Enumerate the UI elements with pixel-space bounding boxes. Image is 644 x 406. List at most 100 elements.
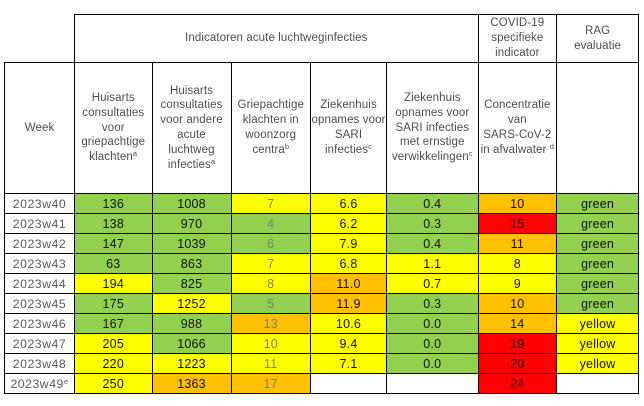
value-cell-nursing-home-ili: 17 xyxy=(230,373,311,394)
column-footnote-sup: c xyxy=(368,141,372,151)
week-cell: 2023w43 xyxy=(4,253,75,274)
value-cell-nursing-home-ili: 8 xyxy=(230,273,311,294)
rag-evaluation-cell: green xyxy=(556,293,640,314)
rag-evaluation-cell: yellow xyxy=(556,353,640,374)
value-cell-gp-other-ari: 970 xyxy=(151,213,232,234)
week-cell: 2023w48 xyxy=(4,353,75,374)
value-cell-sars-cov-2-wastewater: 11 xyxy=(477,233,558,254)
table-row: 2023w41 138 970 4 6.2 0.3 15 green xyxy=(4,213,640,234)
value-cell-nursing-home-ili: 7 xyxy=(230,193,311,214)
value-cell-gp-other-ari: 1039 xyxy=(151,233,232,254)
column-header-text: Ziekenhuis opnames voor SARI infecties m… xyxy=(391,92,470,164)
value-cell-sari-admissions: 6.2 xyxy=(310,213,387,234)
rag-evaluation-cell: green xyxy=(556,213,640,234)
column-footnote-sup: a xyxy=(132,149,138,159)
value-cell-gp-flu: 250 xyxy=(74,373,153,394)
column-header-sari-severe: Ziekenhuis opnames voor SARI infecties m… xyxy=(386,62,479,194)
table-row: 2023w46 167 988 13 10.6 0.0 14 yellow xyxy=(4,313,640,334)
group-header-covid-specific: COVID-19 specifieke indicator xyxy=(477,14,558,63)
week-cell: 2023w40 xyxy=(4,193,75,214)
group-header-indicators: Indicatoren acute luchtweginfecties xyxy=(74,14,479,63)
value-cell-gp-flu: 175 xyxy=(74,293,153,314)
value-cell-sari-severe: 0.3 xyxy=(386,213,479,234)
rag-evaluation-cell: green xyxy=(556,253,640,274)
value-cell-gp-flu: 138 xyxy=(74,213,153,234)
value-cell-sari-severe: 0.0 xyxy=(386,353,479,374)
value-cell-gp-flu: 167 xyxy=(74,313,153,334)
value-cell-sars-cov-2-wastewater: 10 xyxy=(477,293,558,314)
column-header-sars-cov-2-wastewater: Concentratie van SARS-CoV-2 in afvalwate… xyxy=(477,62,558,194)
value-cell-sari-admissions: 7.9 xyxy=(310,233,387,254)
column-header-rag-empty xyxy=(556,62,640,194)
value-cell-sari-admissions: 6.8 xyxy=(310,253,387,274)
value-cell-gp-flu: 63 xyxy=(74,253,153,274)
table-row: 2023w47 205 1066 10 9.4 0.0 19 yellow xyxy=(4,333,640,354)
week-label: 2023w45 xyxy=(12,296,67,311)
column-header-nursing-home-ili: Griepachtige klachten in woonzorg centra… xyxy=(230,62,311,194)
column-header-text: Ziekenhuis opnames voor SARI infecties xyxy=(311,99,386,156)
table-row: 2023w49e 250 1363 17 24 xyxy=(4,373,640,394)
value-cell-sari-severe: 0.4 xyxy=(386,193,479,214)
column-footnote-sup: d xyxy=(549,141,555,151)
subheader-row: Week Huisarts consultaties voor griepach… xyxy=(4,62,640,194)
column-header-text: Griepachtige klachten in woonzorg centra xyxy=(237,99,304,156)
column-footnote-sup: c xyxy=(468,149,473,159)
week-cell: 2023w41 xyxy=(4,213,75,234)
value-cell-nursing-home-ili: 6 xyxy=(230,233,311,254)
value-cell-sari-severe: 0.7 xyxy=(386,273,479,294)
value-cell-sars-cov-2-wastewater: 24 xyxy=(477,373,558,394)
table-row: 2023w40 136 1008 7 6.6 0.4 10 green xyxy=(4,193,640,214)
respiratory-indicators-table: Indicatoren acute luchtweginfecties COVI… xyxy=(4,14,640,394)
value-cell-gp-other-ari: 1363 xyxy=(151,373,232,394)
week-cell: 2023w49e xyxy=(4,373,75,394)
value-cell-nursing-home-ili: 4 xyxy=(230,213,311,234)
rag-evaluation-cell: green xyxy=(556,233,640,254)
value-cell-gp-flu: 220 xyxy=(74,353,153,374)
value-cell-sari-admissions xyxy=(310,373,387,394)
column-header-text: Huisarts consultaties voor griepachtige … xyxy=(81,92,146,164)
week-label: 2023w42 xyxy=(12,236,67,251)
rag-evaluation-cell: yellow xyxy=(556,333,640,354)
group-header-row: Indicatoren acute luchtweginfecties COVI… xyxy=(4,14,640,63)
table-row: 2023w44 194 825 8 11.0 0.7 9 green xyxy=(4,273,640,294)
empty-corner-cell xyxy=(4,14,75,63)
value-cell-sari-admissions: 11.9 xyxy=(310,293,387,314)
rag-evaluation-cell: green xyxy=(556,273,640,294)
value-cell-gp-other-ari: 825 xyxy=(151,273,232,294)
column-header-gp-other-ari: Huisarts consultaties voor andere acute … xyxy=(151,62,232,194)
column-header-gp-flu: Huisarts consultaties voor griepachtige … xyxy=(74,62,153,194)
week-label: 2023w47 xyxy=(12,336,67,351)
value-cell-sari-admissions: 9.4 xyxy=(310,333,387,354)
week-cell: 2023w44 xyxy=(4,273,75,294)
week-label: 2023w46 xyxy=(12,316,67,331)
value-cell-gp-other-ari: 1066 xyxy=(151,333,232,354)
rag-evaluation-cell: yellow xyxy=(556,313,640,334)
column-header-text: Huisarts consultaties voor andere acute … xyxy=(160,84,223,171)
value-cell-sari-severe: 0.4 xyxy=(386,233,479,254)
value-cell-sars-cov-2-wastewater: 8 xyxy=(477,253,558,274)
value-cell-gp-flu: 147 xyxy=(74,233,153,254)
value-cell-sari-admissions: 10.6 xyxy=(310,313,387,334)
table-row: 2023w43 63 863 7 6.8 1.1 8 green xyxy=(4,253,640,274)
value-cell-nursing-home-ili: 13 xyxy=(230,313,311,334)
value-cell-sari-severe xyxy=(386,373,479,394)
column-footnote-sup: a xyxy=(210,156,216,166)
value-cell-gp-other-ari: 1223 xyxy=(151,353,232,374)
rag-evaluation-cell xyxy=(556,373,640,394)
week-cell: 2023w45 xyxy=(4,293,75,314)
value-cell-sari-admissions: 7.1 xyxy=(310,353,387,374)
value-cell-sari-admissions: 11.0 xyxy=(310,273,387,294)
value-cell-sars-cov-2-wastewater: 20 xyxy=(477,353,558,374)
value-cell-sari-severe: 0.3 xyxy=(386,293,479,314)
week-label: 2023w49 xyxy=(10,376,64,391)
column-header-sari-admissions: Ziekenhuis opnames voor SARI infectiesc xyxy=(310,62,387,194)
week-cell: 2023w47 xyxy=(4,333,75,354)
week-label: 2023w48 xyxy=(12,356,67,371)
value-cell-nursing-home-ili: 11 xyxy=(230,353,311,374)
value-cell-gp-other-ari: 988 xyxy=(151,313,232,334)
value-cell-sari-severe: 0.0 xyxy=(386,313,479,334)
value-cell-gp-flu: 136 xyxy=(74,193,153,214)
week-label: 2023w41 xyxy=(12,216,67,231)
group-header-rag-evaluation: RAG evaluatie xyxy=(556,14,640,63)
value-cell-sars-cov-2-wastewater: 19 xyxy=(477,333,558,354)
